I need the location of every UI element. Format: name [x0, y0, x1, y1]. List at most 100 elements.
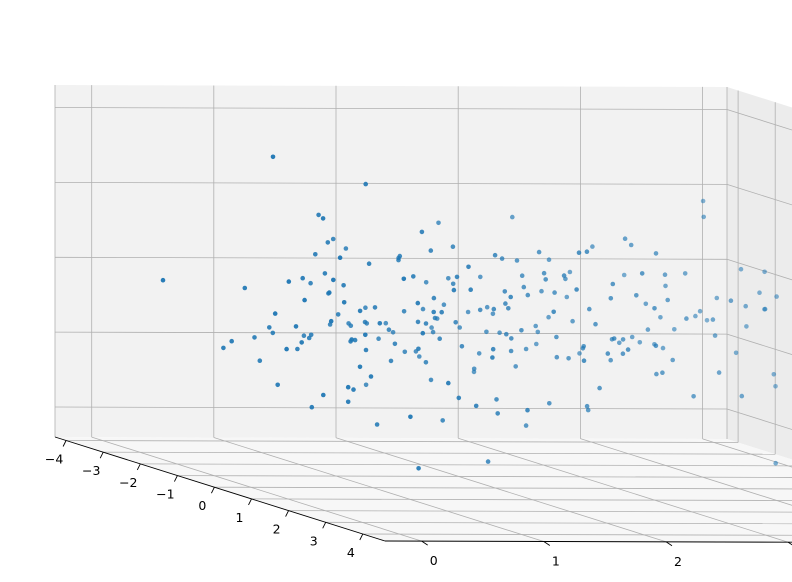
data-point — [682, 271, 688, 276]
data-point — [519, 273, 525, 279]
data-point — [295, 346, 300, 352]
data-point — [670, 357, 675, 363]
data-point — [625, 347, 631, 352]
data-point — [701, 214, 706, 220]
data-point — [653, 251, 659, 256]
data-point — [327, 290, 332, 295]
data-point — [376, 336, 381, 342]
data-point — [554, 354, 560, 360]
data-point — [525, 292, 531, 298]
data-point — [637, 340, 643, 345]
data-point — [401, 276, 407, 282]
grid-line-y-floor — [702, 438, 792, 468]
x-tick-mark — [62, 440, 67, 447]
data-point — [450, 281, 456, 287]
y-tick-mark — [787, 541, 792, 546]
data-point — [453, 320, 459, 325]
data-point — [714, 295, 720, 301]
data-point — [533, 323, 538, 329]
data-point — [653, 343, 659, 349]
data-point — [428, 248, 434, 253]
data-point — [691, 394, 696, 399]
data-point — [634, 293, 639, 298]
data-point — [504, 331, 509, 337]
data-point — [437, 336, 443, 342]
data-point — [302, 297, 307, 303]
data-point — [610, 281, 616, 287]
grid-line-z-back — [726, 333, 792, 356]
data-point — [430, 329, 436, 335]
data-point — [523, 423, 529, 428]
data-point — [762, 306, 768, 312]
grid-line-x-floor — [251, 498, 792, 501]
data-point — [270, 330, 276, 336]
data-point — [221, 345, 226, 351]
data-point — [495, 411, 501, 416]
data-point — [660, 345, 666, 351]
data-point — [662, 272, 668, 278]
data-point — [478, 274, 483, 280]
data-point — [499, 256, 505, 261]
data-point — [584, 249, 590, 254]
data-point — [593, 321, 598, 327]
data-point — [564, 294, 570, 300]
data-point — [552, 290, 557, 295]
data-point — [476, 351, 482, 356]
x-tick-label: −3 — [82, 463, 100, 478]
grid-line-z-back — [726, 258, 792, 281]
data-point — [352, 337, 358, 343]
data-point — [325, 240, 331, 245]
data-point — [432, 315, 438, 321]
data-point — [320, 216, 326, 221]
data-point — [629, 334, 635, 340]
data-point — [503, 301, 508, 306]
data-point — [363, 305, 368, 311]
data-point — [587, 306, 592, 312]
data-point — [771, 372, 777, 377]
data-point — [508, 348, 514, 354]
data-point — [459, 344, 465, 349]
data-point — [492, 252, 498, 258]
data-point — [611, 336, 617, 341]
x-tick-mark — [248, 498, 252, 506]
data-point — [712, 333, 718, 338]
grid-line-x-floor — [140, 463, 792, 467]
grid-line-z-back — [726, 184, 792, 206]
data-point — [416, 346, 421, 352]
data-point — [284, 346, 289, 352]
data-point — [739, 393, 745, 399]
data-point — [567, 269, 573, 275]
data-point — [622, 236, 628, 241]
data-point — [229, 338, 234, 344]
data-point — [519, 328, 524, 333]
pane-left — [55, 85, 727, 439]
data-point — [275, 382, 281, 388]
data-point — [322, 271, 328, 276]
data-point — [466, 264, 471, 270]
data-point — [335, 312, 341, 317]
data-point — [408, 414, 413, 420]
data-point — [508, 294, 513, 300]
data-point — [547, 401, 552, 406]
axis-panes — [55, 85, 792, 543]
x-tick-mark — [359, 533, 364, 541]
grid-line-z-left — [54, 107, 728, 110]
data-point — [428, 377, 434, 383]
data-point — [491, 306, 497, 312]
data-point — [710, 317, 716, 322]
data-point — [484, 304, 490, 310]
x-tick-label: 4 — [347, 545, 355, 560]
data-point — [660, 370, 665, 376]
data-point — [490, 311, 496, 317]
data-point — [440, 418, 446, 423]
data-point — [621, 272, 627, 278]
x-tick-label: 1 — [236, 510, 244, 525]
data-point — [345, 399, 351, 405]
y-axis-line — [384, 540, 792, 543]
data-point — [374, 422, 380, 427]
pane-back — [727, 87, 792, 460]
grid-line-x-floor — [214, 486, 792, 490]
grid-line-x-floor — [177, 475, 792, 478]
data-point — [328, 318, 334, 324]
grid-line-z-back — [726, 408, 792, 430]
